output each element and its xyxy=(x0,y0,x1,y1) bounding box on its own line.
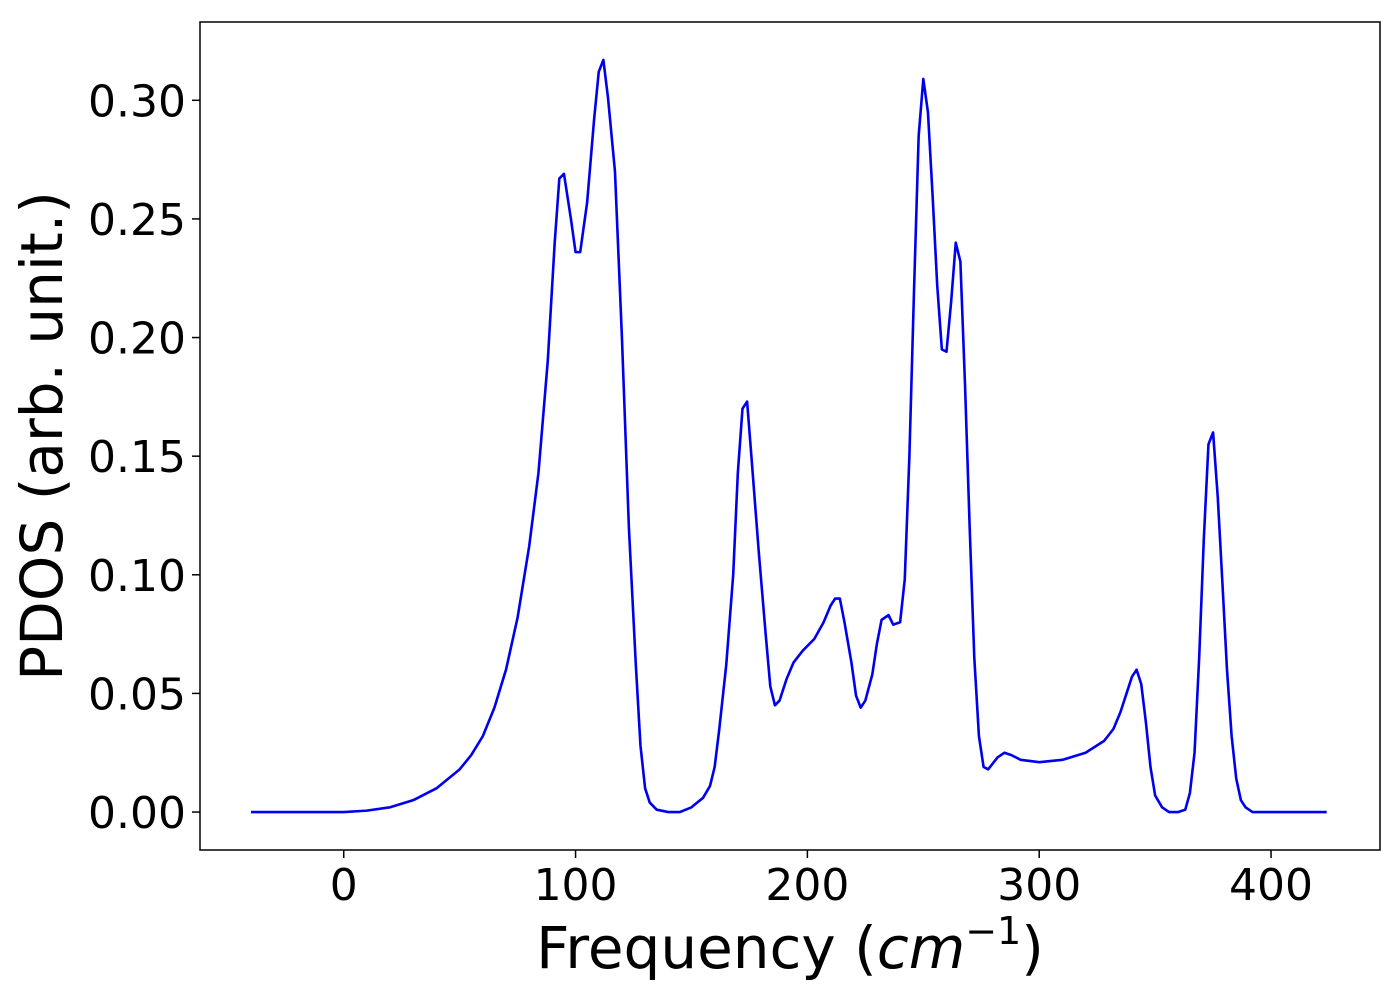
y-axis-ticks: 0.00 0.05 0.10 0.15 0.20 0.25 0.30 xyxy=(88,76,200,839)
y-tick-label: 0.00 xyxy=(88,788,186,839)
axes-frame xyxy=(199,21,1381,851)
y-tick-label: 0.30 xyxy=(88,76,186,127)
y-tick-label: 0.05 xyxy=(88,669,186,720)
x-tick-label: 200 xyxy=(765,860,849,911)
x-tick-label: 0 xyxy=(330,860,358,911)
y-tick-label: 0.10 xyxy=(88,551,186,602)
y-axis-label: PDOS (arb. unit.) xyxy=(8,191,76,681)
x-axis-label-suffix: ) xyxy=(1021,914,1044,982)
y-tick-label: 0.15 xyxy=(88,432,186,483)
plot-area xyxy=(251,58,1327,814)
y-tick-label: 0.25 xyxy=(88,195,186,246)
x-axis-label-superscript: −1 xyxy=(965,909,1021,953)
x-tick-label: 300 xyxy=(997,860,1081,911)
x-tick-label: 100 xyxy=(534,860,618,911)
series-line-0 xyxy=(251,58,1327,814)
x-axis-label-prefix: Frequency ( xyxy=(536,914,877,982)
x-axis-label-math: cm xyxy=(877,914,965,982)
x-axis-label: Frequency (cm−1) xyxy=(536,909,1044,982)
y-tick-label: 0.20 xyxy=(88,314,186,365)
x-tick-label: 400 xyxy=(1229,860,1313,911)
x-axis-ticks: 0 100 200 300 400 xyxy=(330,850,1313,911)
